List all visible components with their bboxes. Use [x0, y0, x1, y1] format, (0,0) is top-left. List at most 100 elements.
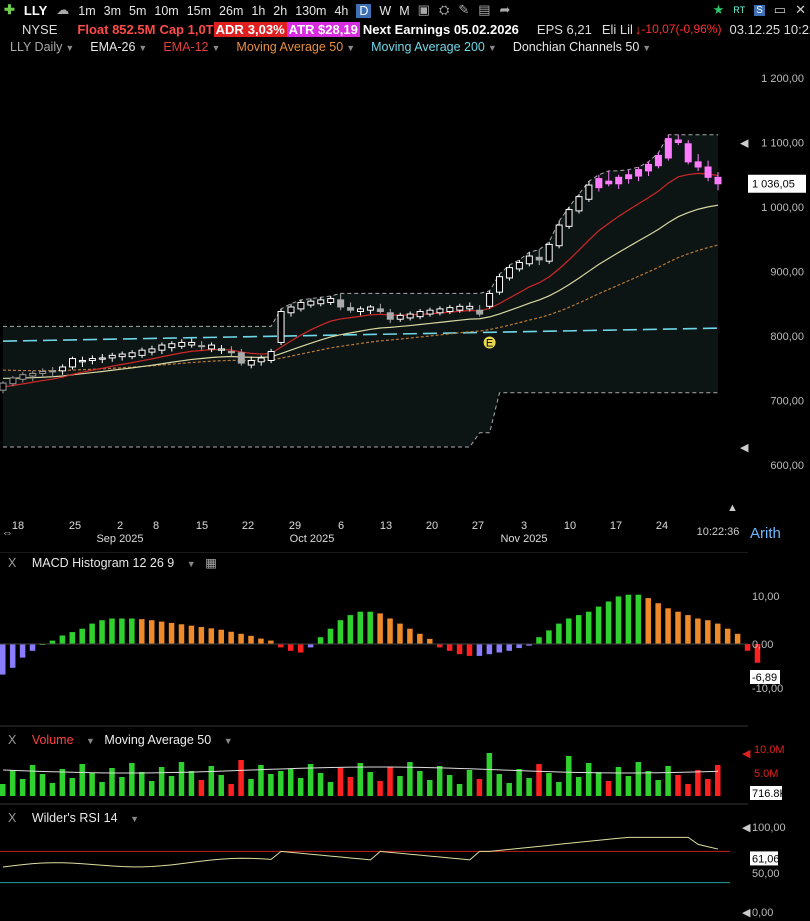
- volume-title[interactable]: Volume: [31, 733, 74, 747]
- candle-body: [188, 341, 196, 346]
- share-icon[interactable]: ➦: [499, 2, 511, 17]
- earnings-marker-label: E: [486, 337, 493, 349]
- study-5[interactable]: Donchian Channels 50 ▼: [512, 40, 652, 54]
- candle-body: [535, 256, 543, 261]
- chevron-down-icon[interactable]: ▼: [186, 559, 196, 569]
- timeframe-4h[interactable]: 4h: [334, 3, 349, 18]
- adr-label: ADR: [213, 21, 246, 37]
- candle-body: [237, 352, 245, 364]
- macd-bar: [119, 618, 125, 644]
- candle-body: [585, 184, 593, 200]
- timeframe-W[interactable]: W: [379, 3, 392, 18]
- macd-bar: [417, 633, 423, 644]
- candle-body: [178, 341, 186, 347]
- timeframe-5m[interactable]: 5m: [129, 3, 147, 18]
- date-tick: 25: [69, 520, 81, 532]
- macd-chart[interactable]: 10,00 0,00 -6,89-10,00: [0, 552, 810, 727]
- chevron-down-icon[interactable]: ▼: [223, 736, 233, 746]
- volume-bar: [89, 773, 95, 796]
- macd-title[interactable]: MACD Histogram 12 26 9: [31, 556, 175, 570]
- candle-body: [406, 313, 414, 319]
- grid-icon[interactable]: ▦: [205, 556, 217, 570]
- symbol-label[interactable]: LLY: [23, 2, 48, 18]
- chart-type-icon[interactable]: ▣: [417, 2, 430, 17]
- timeframe-3m[interactable]: 3m: [103, 3, 122, 18]
- date-tick: 18: [12, 520, 24, 532]
- volume-bar: [536, 764, 542, 796]
- rt-icon[interactable]: RT: [733, 5, 746, 15]
- volume-bar: [228, 784, 234, 796]
- volume-bar: [417, 771, 423, 796]
- volume-bar: [367, 772, 373, 796]
- drawing-tools-icon[interactable]: ⛭: [438, 2, 450, 17]
- macd-bar: [536, 637, 542, 644]
- panel-close-icon[interactable]: X: [8, 556, 17, 570]
- layout-icon[interactable]: ▤: [478, 2, 491, 17]
- macd-bar: [496, 644, 503, 653]
- candle-body: [476, 309, 484, 315]
- chevron-down-icon[interactable]: ▼: [346, 43, 356, 53]
- exchange-label: NYSE: [22, 21, 58, 37]
- rsi-tick: 50,00: [752, 868, 780, 880]
- add-watch-icon[interactable]: ★: [712, 2, 725, 17]
- chevron-down-icon[interactable]: ▼: [138, 43, 148, 53]
- timeframe-D[interactable]: D: [356, 3, 372, 18]
- timeframe-1h[interactable]: 1h: [251, 3, 266, 18]
- timeframe-M[interactable]: M: [399, 3, 410, 18]
- study-1[interactable]: EMA-26 ▼: [90, 40, 148, 54]
- chevron-down-icon[interactable]: ▼: [642, 43, 652, 53]
- rsi-arrow-icon: ◀: [742, 822, 751, 834]
- volume-bar: [287, 769, 294, 796]
- timeframe-2h[interactable]: 2h: [273, 3, 288, 18]
- timeframe-130m[interactable]: 130m: [295, 3, 327, 18]
- candle-body: [466, 305, 474, 310]
- link-icon[interactable]: ☁: [56, 2, 70, 17]
- date-tick: 24: [656, 520, 668, 532]
- study-0[interactable]: LLY Daily ▼: [10, 40, 75, 54]
- panel-close-icon[interactable]: X: [8, 733, 17, 747]
- volume-bar: [208, 766, 215, 796]
- monitor-icon[interactable]: ▭: [773, 2, 787, 17]
- close-icon[interactable]: ✕: [795, 2, 806, 17]
- chevron-down-icon[interactable]: ▼: [86, 736, 95, 746]
- price-tick: 800,00: [770, 331, 804, 343]
- month-label: Nov 2025: [500, 533, 547, 545]
- study-4[interactable]: Moving Average 200 ▼: [371, 40, 497, 54]
- volume-ma-title[interactable]: Moving Average 50: [104, 733, 212, 747]
- macd-bar: [516, 644, 522, 649]
- volume-bar: [109, 768, 115, 796]
- timeframe-1m[interactable]: 1m: [78, 3, 96, 18]
- volume-chart[interactable]: 10.0M 5.0M 716.8K ◀: [0, 730, 810, 805]
- study-2[interactable]: EMA-12 ▼: [163, 40, 221, 54]
- panel-close-icon[interactable]: X: [8, 811, 17, 825]
- timeframe-10m[interactable]: 10m: [154, 3, 179, 18]
- timeframe-26m[interactable]: 26m: [219, 3, 244, 18]
- candle-body: [337, 299, 345, 308]
- s-icon[interactable]: S: [754, 4, 765, 16]
- macd-bar: [69, 632, 76, 644]
- timeframe-15m[interactable]: 15m: [186, 3, 212, 18]
- chevron-down-icon[interactable]: ▼: [211, 43, 221, 53]
- candle-body: [247, 360, 255, 366]
- chevron-down-icon[interactable]: ▼: [487, 43, 497, 53]
- volume-bar: [158, 767, 165, 796]
- date-tick: 2: [117, 520, 123, 532]
- donchian-upper: [3, 134, 718, 327]
- cap-label: Cap 1,0T: [159, 21, 214, 37]
- macd-tick: 10,00: [752, 591, 780, 603]
- volume-bar: [357, 763, 363, 796]
- candle-body: [694, 161, 702, 168]
- price-chart[interactable]: E 1 200,00 1 100,00 1 000,00 900,00 800,00 700…: [0, 56, 810, 546]
- float-label: Float 852.5M: [77, 21, 156, 37]
- add-icon[interactable]: ✚: [4, 2, 15, 17]
- pencil-icon[interactable]: ✎: [458, 2, 470, 17]
- chevron-down-icon[interactable]: ▼: [65, 43, 75, 53]
- study-3[interactable]: Moving Average 50 ▼: [236, 40, 356, 54]
- rsi-title[interactable]: Wilder's RSI 14: [31, 811, 118, 825]
- candle-body: [644, 163, 652, 172]
- chevron-down-icon[interactable]: ▼: [130, 814, 139, 824]
- macd-bar: [595, 606, 602, 644]
- candle-body: [436, 308, 444, 314]
- volume-bar: [387, 767, 393, 796]
